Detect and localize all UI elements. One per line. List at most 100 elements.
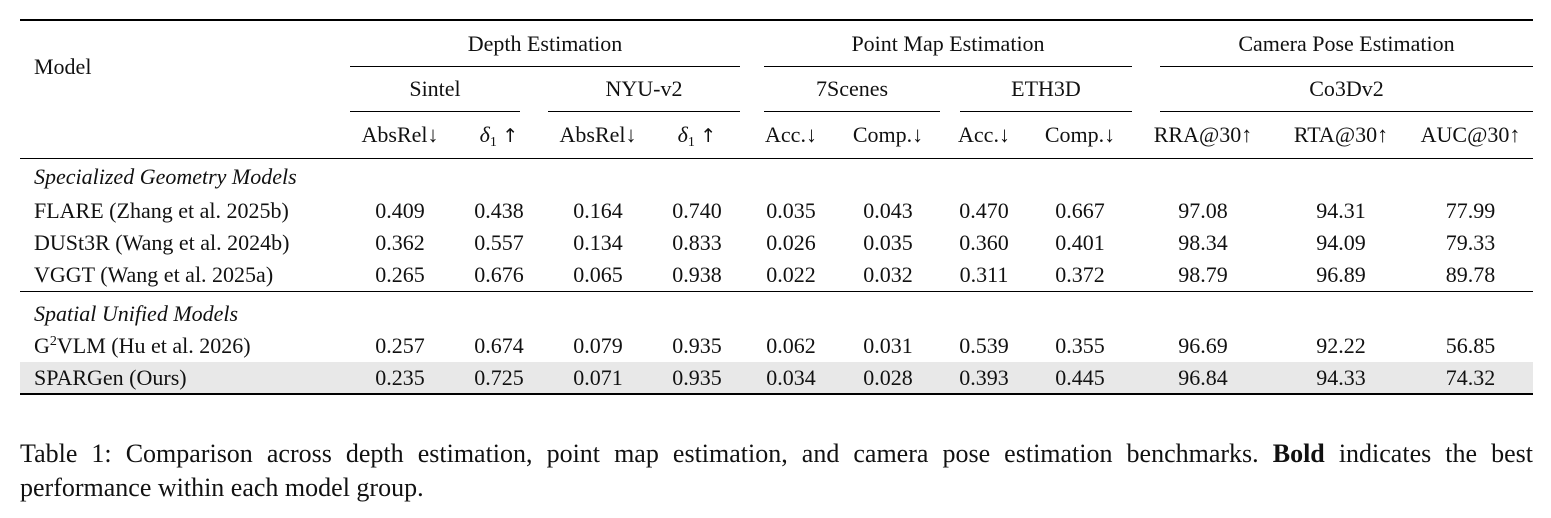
dataset-header-sintel: Sintel — [350, 68, 548, 112]
caption-bold-word: Bold — [1272, 439, 1325, 468]
table-cell: 0.355 — [1055, 333, 1105, 358]
table-cell: 96.89 — [1316, 261, 1366, 287]
table-cell: 96.84 — [1132, 362, 1274, 395]
metric-header: AUC@30↑ — [1420, 121, 1521, 147]
table-cell: 0.935 — [672, 333, 722, 358]
dataset-label-7scenes: 7Scenes — [764, 68, 940, 112]
table-cell: 0.676 — [474, 261, 524, 287]
table-row: SPARGen (Ours) 0.235 0.725 0.071 0.935 0.034… — [20, 362, 1533, 395]
group-label-pointmap: Point Map Estimation — [764, 23, 1132, 67]
table-cell: 79.33 — [1445, 230, 1496, 255]
group-header-pointmap: Point Map Estimation — [746, 19, 1132, 68]
table-cell: 0.372 — [1055, 261, 1105, 287]
table-cell: 0.071 — [548, 362, 648, 395]
metric-header: RRA@30↑ — [1153, 121, 1253, 147]
dataset-label-sintel: Sintel — [350, 68, 520, 112]
table-cell: 94.33 — [1274, 362, 1408, 395]
table-cell: 0.539 — [959, 333, 1009, 358]
section-title-specialized: Specialized Geometry Models — [20, 157, 1533, 195]
model-name: G2VLM (Hu et al. 2026) — [34, 333, 251, 358]
table-cell: 98.34 — [1178, 230, 1228, 255]
model-name: FLARE (Zhang et al. 2025b) — [34, 198, 289, 223]
group-header-depth: Depth Estimation — [350, 19, 746, 68]
table-cell: 0.079 — [573, 333, 623, 358]
table-cell: 74.32 — [1408, 362, 1533, 395]
table-row: VGGT (Wang et al. 2025a) 0.265 0.676 0.065… — [20, 259, 1533, 291]
metric-header: Comp.↓ — [1044, 121, 1116, 147]
table-cell: 0.445 — [1028, 362, 1132, 395]
table-row: FLARE (Zhang et al. 2025b) 0.409 0.438 0.1… — [20, 195, 1533, 227]
metric-header: Acc.↓ — [958, 121, 1010, 147]
table-cell: 0.031 — [863, 333, 913, 358]
table-cell: 92.22 — [1316, 333, 1366, 358]
table-cell: 0.401 — [1055, 230, 1105, 255]
results-table: Model Depth Estimation Point Map Estimat… — [20, 19, 1533, 395]
metric-header: AbsRel↓ — [361, 121, 439, 147]
dataset-label-nyu: NYU-v2 — [548, 68, 740, 112]
table-row: DUSt3R (Wang et al. 2024b) 0.362 0.557 0.1… — [20, 227, 1533, 259]
table-cell: 0.360 — [959, 230, 1009, 255]
metric-header: δ1 ↑ — [677, 121, 717, 150]
metric-header: Acc.↓ — [765, 121, 817, 147]
table-cell: 56.85 — [1445, 333, 1496, 358]
dataset-header-7scenes: 7Scenes — [746, 68, 940, 112]
table-cell: 0.311 — [959, 261, 1009, 287]
table-cell: 0.935 — [648, 362, 746, 395]
metric-header: RTA@30↑ — [1293, 121, 1389, 147]
table-cell: 0.938 — [672, 261, 722, 287]
table-cell: 0.035 — [863, 230, 913, 255]
table-cell: 96.69 — [1178, 333, 1228, 358]
table-cell: 0.035 — [766, 198, 816, 223]
caption-suffix: indicates the best performance within ea… — [20, 439, 1533, 502]
table-cell: 0.257 — [375, 333, 425, 358]
table-cell: 0.470 — [959, 198, 1009, 223]
table-cell: 0.409 — [375, 198, 425, 223]
table-cell: 94.09 — [1316, 230, 1366, 255]
table-cell: 0.833 — [672, 230, 722, 255]
table-cell: 0.667 — [1055, 198, 1105, 223]
model-name: SPARGen (Ours) — [20, 362, 350, 395]
model-name: VGGT (Wang et al. 2025a) — [34, 261, 274, 287]
table-cell: 0.028 — [836, 362, 940, 395]
group-label-depth: Depth Estimation — [350, 23, 740, 67]
model-column-header: Model — [20, 19, 350, 112]
dataset-header-co3dv2: Co3Dv2 — [1132, 68, 1533, 112]
table-cell: 0.265 — [375, 261, 425, 287]
section-title-unified: Spatial Unified Models — [20, 290, 1533, 330]
table-cell: 97.08 — [1178, 198, 1228, 223]
dataset-label-eth3d: ETH3D — [960, 68, 1132, 112]
table-cell: 98.79 — [1178, 261, 1228, 287]
table-cell: 0.557 — [474, 230, 524, 255]
table-cell: 0.438 — [474, 198, 524, 223]
table-cell: 0.725 — [450, 362, 548, 395]
caption-prefix: Table 1: Comparison across depth estimat… — [20, 439, 1273, 468]
table-cell: 0.065 — [573, 261, 623, 287]
dataset-header-nyu: NYU-v2 — [548, 68, 746, 112]
table-cell: 0.674 — [474, 333, 524, 358]
metric-header: AbsRel↓ — [559, 121, 637, 147]
table-cell: 0.034 — [746, 362, 836, 395]
table-cell: 0.134 — [573, 230, 623, 255]
group-header-pose: Camera Pose Estimation — [1132, 19, 1533, 68]
table-cell: 0.164 — [573, 198, 623, 223]
table-cell: 0.043 — [863, 198, 913, 223]
dataset-label-co3dv2: Co3Dv2 — [1160, 68, 1533, 112]
group-label-pose: Camera Pose Estimation — [1160, 23, 1533, 67]
table-cell: 0.393 — [940, 362, 1028, 395]
table-cell: 0.362 — [375, 230, 425, 255]
table-cell: 0.032 — [863, 261, 913, 287]
table-row: G2VLM (Hu et al. 2026) 0.257 0.674 0.079 0.… — [20, 330, 1533, 362]
table-cell: 0.235 — [350, 362, 450, 395]
table-cell: 0.062 — [766, 333, 816, 358]
table-cell: 0.022 — [766, 261, 816, 287]
table-cell: 89.78 — [1445, 261, 1496, 287]
dataset-header-eth3d: ETH3D — [940, 68, 1132, 112]
table-caption: Table 1: Comparison across depth estimat… — [20, 437, 1533, 505]
table-cell: 0.740 — [672, 198, 722, 223]
model-name: DUSt3R (Wang et al. 2024b) — [34, 230, 290, 255]
table-cell: 0.026 — [766, 230, 816, 255]
table-cell: 94.31 — [1316, 198, 1366, 223]
metric-header: δ1 ↑ — [479, 121, 519, 150]
metric-header: Comp.↓ — [852, 121, 924, 147]
